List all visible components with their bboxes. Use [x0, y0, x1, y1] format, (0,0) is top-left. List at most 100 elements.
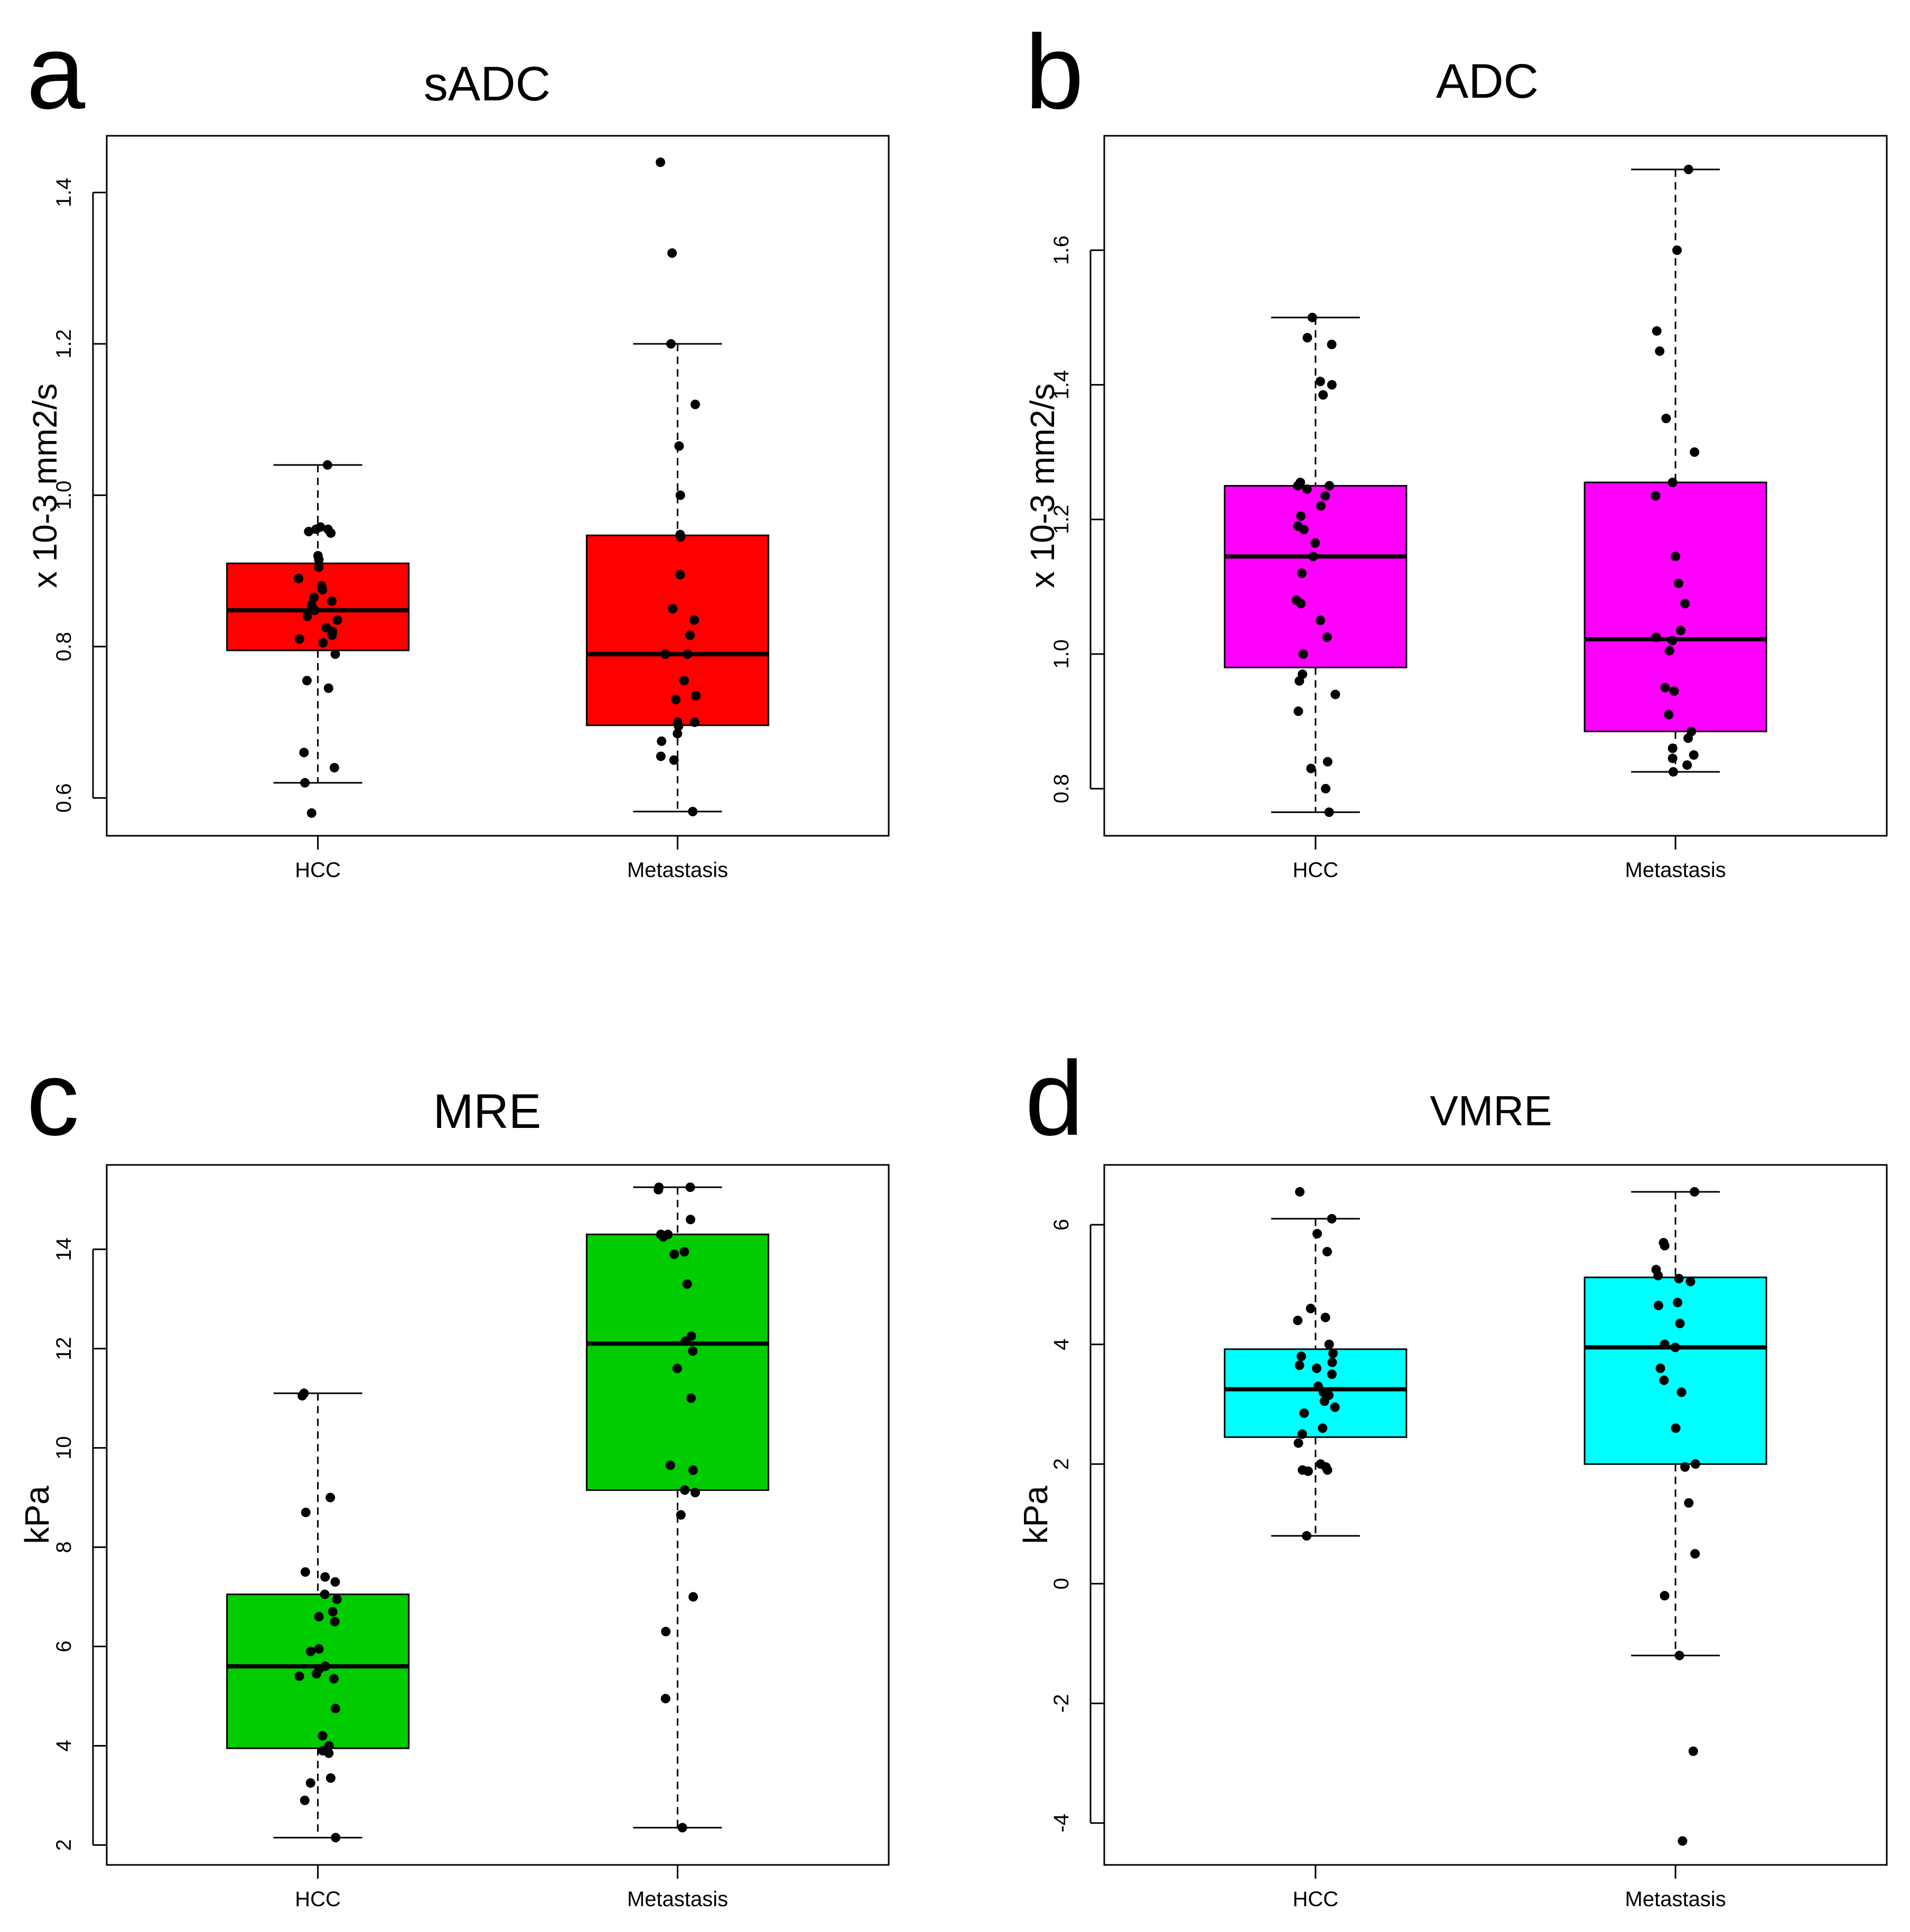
chart-title: sADC	[424, 57, 551, 111]
x-tick-label: HCC	[295, 858, 341, 882]
plot-frame	[1103, 1164, 1888, 1866]
data-point	[302, 611, 312, 621]
data-point	[675, 570, 685, 580]
box-iqr	[1224, 485, 1408, 668]
x-tick-label: Metastasis	[627, 1888, 728, 1911]
data-point	[1660, 683, 1670, 693]
data-point	[660, 649, 670, 659]
data-point	[314, 1612, 324, 1622]
data-point	[1310, 538, 1320, 548]
data-point	[1676, 626, 1686, 636]
data-point	[1299, 525, 1309, 535]
data-point	[1321, 783, 1331, 794]
y-axis-label: kPa	[18, 1486, 56, 1544]
data-point	[1652, 326, 1662, 336]
data-point	[1330, 1402, 1340, 1412]
data-point	[1296, 511, 1306, 521]
data-point	[1318, 1423, 1328, 1433]
data-point	[676, 532, 686, 542]
data-point	[1671, 1423, 1681, 1433]
data-point	[1327, 1369, 1337, 1379]
data-point	[1670, 1342, 1680, 1352]
data-point	[1655, 346, 1665, 356]
y-axis-label: x 10-3 mm2/s	[26, 384, 64, 589]
y-tick-label: 2	[52, 1839, 76, 1851]
data-point	[1324, 1339, 1334, 1349]
data-point	[301, 1507, 311, 1517]
data-point	[1325, 481, 1335, 491]
data-point	[1678, 1836, 1688, 1846]
data-point	[297, 1390, 308, 1401]
y-tick-label: 1.2	[1050, 505, 1073, 534]
data-point	[1324, 807, 1334, 817]
data-point	[323, 683, 333, 693]
data-point	[1661, 414, 1671, 424]
y-tick-label: 10	[52, 1436, 76, 1460]
data-point	[685, 1182, 695, 1192]
data-point	[1322, 632, 1332, 642]
data-point	[1660, 1591, 1670, 1601]
data-point	[332, 615, 342, 625]
data-point	[685, 1215, 695, 1225]
data-point	[1664, 710, 1674, 720]
data-point	[1294, 676, 1305, 686]
data-point	[677, 1823, 687, 1833]
data-point	[1295, 1187, 1305, 1197]
data-point	[1299, 1408, 1309, 1418]
data-point	[1660, 1240, 1670, 1250]
data-point	[330, 1617, 340, 1627]
data-point	[1306, 1303, 1316, 1313]
data-point	[679, 676, 689, 686]
x-tick-label: HCC	[1293, 858, 1339, 882]
box-iqr	[585, 1234, 769, 1491]
data-point	[681, 1336, 691, 1346]
data-point	[1327, 1357, 1337, 1367]
data-point	[679, 1247, 690, 1257]
data-point	[1682, 760, 1692, 770]
data-point	[325, 1492, 336, 1502]
data-point	[1668, 767, 1678, 777]
data-point	[330, 649, 340, 659]
data-point	[1316, 501, 1326, 511]
data-point	[685, 630, 695, 640]
y-tick-label: 1.0	[52, 481, 76, 510]
data-point	[294, 1671, 304, 1681]
data-point	[330, 1703, 340, 1713]
plot-frame	[106, 1164, 890, 1866]
panel-c: c MRE kPa 2 4 6 8 10 12 14 HCC Metastasis	[18, 1040, 890, 1911]
data-point	[690, 399, 700, 409]
data-point	[305, 1778, 315, 1788]
data-point	[318, 1731, 328, 1741]
data-point	[294, 634, 304, 644]
y-tick-label: 12	[52, 1337, 76, 1360]
data-point	[314, 562, 324, 572]
data-point	[1664, 646, 1674, 656]
data-point	[329, 763, 339, 773]
data-point	[680, 1485, 690, 1495]
data-point	[661, 1627, 671, 1637]
data-point	[688, 1592, 698, 1602]
data-point	[1675, 1319, 1685, 1329]
box-iqr	[1224, 1348, 1408, 1438]
data-point	[1660, 1339, 1670, 1349]
data-point	[1667, 743, 1678, 753]
data-point	[310, 605, 320, 615]
panel-b: b ADC x 10-3 mm2/s 0.8 1.0 1.2 1.4 1.6 HCC Metast…	[1023, 13, 1888, 882]
y-axis-label: kPa	[1017, 1486, 1055, 1544]
y-tick-label: 4	[1050, 1339, 1073, 1350]
x-tick-label: Metastasis	[627, 858, 728, 882]
data-point	[324, 1748, 334, 1758]
data-point	[1294, 1360, 1305, 1370]
data-point	[1318, 390, 1328, 400]
data-point	[300, 1567, 310, 1577]
panel-letter: c	[26, 1040, 79, 1158]
data-point	[1302, 1531, 1312, 1541]
panel-d: d VMRE kPa -4 -2 0 2 4 6 HCC Metastasis	[1017, 1040, 1888, 1911]
data-point	[1667, 478, 1678, 488]
data-point	[668, 604, 678, 614]
data-point	[656, 157, 666, 167]
y-tick-label: 14	[52, 1238, 76, 1262]
data-point	[1680, 1462, 1690, 1472]
data-point	[1667, 636, 1678, 646]
